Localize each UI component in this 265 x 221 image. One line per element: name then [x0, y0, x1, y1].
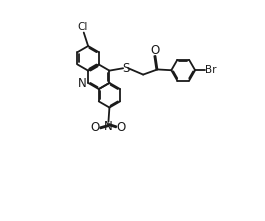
Text: S: S — [122, 62, 129, 75]
Text: O: O — [91, 121, 100, 134]
Text: O: O — [151, 44, 160, 57]
Text: Br: Br — [205, 65, 217, 75]
Text: N: N — [77, 77, 86, 90]
Text: Cl: Cl — [78, 22, 88, 32]
Text: N: N — [104, 120, 113, 133]
Text: O: O — [116, 121, 126, 134]
